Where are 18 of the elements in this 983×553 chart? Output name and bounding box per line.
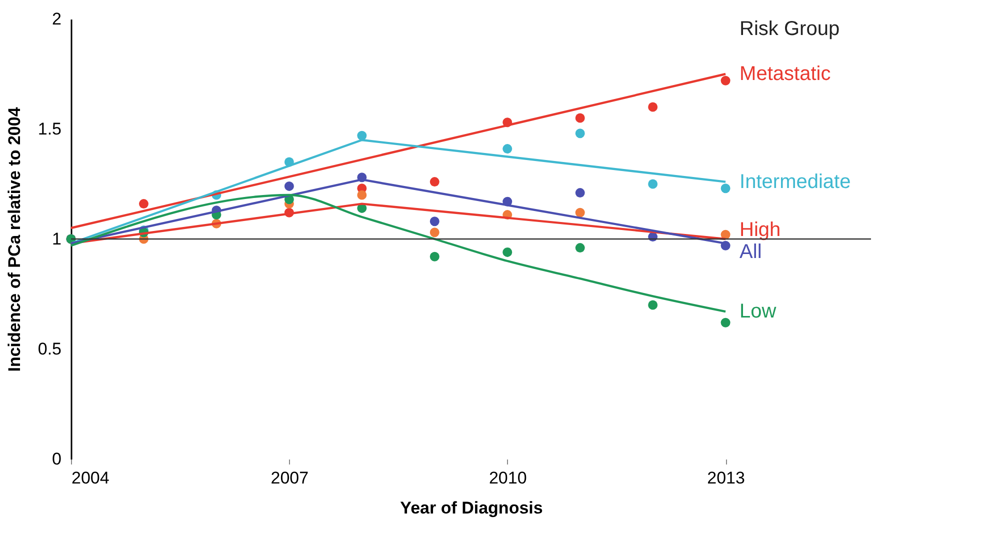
y-tick-label: 0.5 — [38, 340, 62, 358]
x-tick-label: 2010 — [488, 468, 527, 488]
x-axis-title: Year of Diagnosis — [400, 498, 543, 518]
x-tick-label: 2007 — [270, 468, 309, 488]
series-label: Intermediate — [740, 170, 851, 193]
series-label: Low — [740, 300, 777, 323]
legend-title: Risk Group — [740, 18, 840, 40]
series-label: Metastatic — [740, 63, 831, 85]
y-tick-label: 1.5 — [38, 120, 62, 138]
y-tick-label: 1 — [52, 230, 62, 248]
series-label: High — [740, 219, 781, 242]
x-tick-label: 2004 — [72, 468, 110, 488]
line-series — [70, 194, 727, 313]
y-tick-label: 2 — [52, 10, 62, 28]
y-axis-title: Incidence of PCa relative to 2004 — [4, 106, 24, 372]
series-label: All — [740, 241, 762, 264]
y-tick-label: 0 — [52, 450, 62, 468]
x-tick-label: 2013 — [707, 468, 745, 488]
